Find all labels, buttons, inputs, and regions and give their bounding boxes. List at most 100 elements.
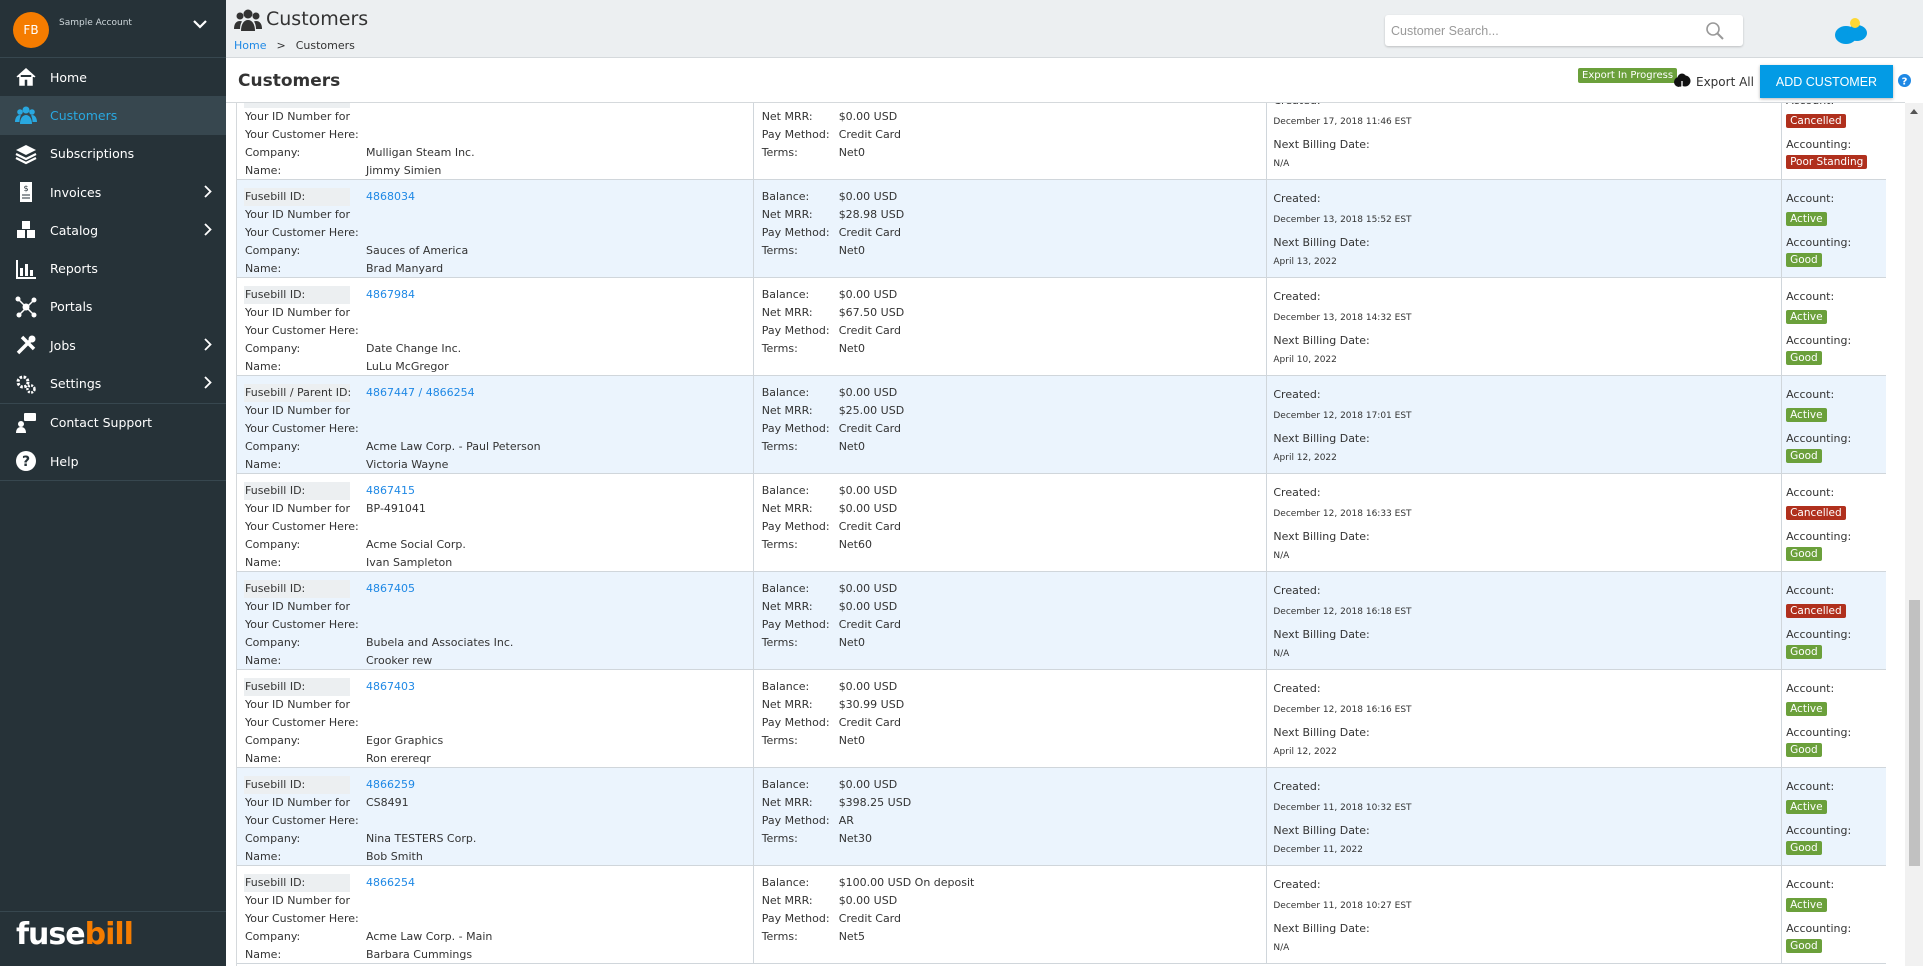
- sidebar-nav: Home Customers Subscriptions $ Invoices Catal…: [0, 58, 226, 482]
- search-icon[interactable]: [1705, 21, 1725, 41]
- created-label: Created:: [1273, 103, 1320, 107]
- fusebill-id-link[interactable]: 4866254: [366, 876, 415, 889]
- customer-row[interactable]: Fusebill ID: 4866254 Your ID Number for You…: [237, 866, 1886, 964]
- field-label: Company:: [245, 636, 301, 649]
- accounting-status-badge: Good: [1786, 645, 1822, 659]
- field-label: Pay Method:: [761, 520, 830, 533]
- field-label: Terms:: [761, 538, 798, 551]
- sidebar-item-help[interactable]: ? Help: [0, 442, 226, 480]
- scrollbar[interactable]: [1905, 103, 1923, 966]
- divider: [0, 911, 226, 912]
- sidebar: FB Sample Account Home Customers Subscript…: [0, 0, 226, 966]
- field-value: Credit Card: [838, 520, 901, 533]
- customer-status: Account: Cancelled Accounting: Good: [1782, 572, 1886, 669]
- customer-dates: Created: December 12, 2018 17:01 EST Next …: [1267, 376, 1783, 473]
- next-billing-label: Next Billing Date:: [1273, 334, 1370, 347]
- field-label: Terms:: [761, 244, 798, 257]
- sidebar-item-jobs[interactable]: Jobs: [0, 326, 226, 364]
- fusebill-id-label: Fusebill ID:: [244, 776, 350, 794]
- scroll-up-arrow[interactable]: [1910, 109, 1918, 114]
- customer-dates: Created: December 17, 2018 11:46 EST Next …: [1267, 103, 1783, 179]
- customer-row[interactable]: Fusebill ID: 4867403 Your ID Number for You…: [237, 670, 1886, 768]
- customer-identity: Fusebill ID: Your ID Number for Your Custo…: [237, 103, 754, 179]
- account-name: Sample Account: [59, 18, 132, 28]
- created-label: Created:: [1273, 682, 1321, 695]
- network-icon: [15, 296, 37, 318]
- field-value: $0.00 USD: [838, 582, 898, 595]
- field-value: $0.00 USD: [838, 190, 898, 203]
- tools-icon: [16, 335, 36, 355]
- search-input[interactable]: [1385, 23, 1705, 38]
- support-icon: [16, 412, 36, 433]
- field-value: Brad Manyard: [366, 262, 444, 275]
- fusebill-id-link[interactable]: 4867984: [366, 288, 415, 301]
- field-value: $0.00 USD: [838, 680, 898, 693]
- field-value: Net60: [838, 538, 872, 551]
- next-billing-label: Next Billing Date:: [1273, 138, 1370, 151]
- add-customer-button[interactable]: ADD CUSTOMER: [1760, 65, 1893, 98]
- fusebill-id-link[interactable]: 4866259: [366, 778, 415, 791]
- sidebar-item-reports[interactable]: Reports: [0, 249, 226, 287]
- sidebar-item-contact-support[interactable]: Contact Support: [0, 404, 226, 442]
- field-label: Pay Method:: [761, 912, 830, 925]
- customer-row[interactable]: Fusebill / Parent ID: 4867447 / 4866254 Yo…: [237, 376, 1886, 474]
- accounting-label: Accounting:: [1786, 726, 1852, 739]
- field-value: Nina TESTERS Corp.: [366, 832, 477, 845]
- breadcrumb-home-link[interactable]: Home: [234, 39, 267, 52]
- field-label: Your ID Number for: [245, 208, 350, 221]
- divider: [0, 402, 226, 404]
- sidebar-item-portals[interactable]: Portals: [0, 288, 226, 326]
- account-status-badge: Cancelled: [1786, 114, 1846, 128]
- field-value: $0.00 USD: [838, 600, 898, 613]
- customer-identity: Fusebill ID: 4866254 Your ID Number for You…: [237, 866, 754, 963]
- field-label: Company:: [245, 832, 301, 845]
- field-value: Crooker rew: [366, 654, 433, 667]
- sidebar-item-label: Home: [50, 69, 87, 85]
- accounting-label: Accounting:: [1786, 824, 1852, 837]
- fusebill-id-link[interactable]: 4867415: [366, 484, 415, 497]
- sidebar-item-label: Portals: [50, 299, 93, 315]
- sidebar-item-home[interactable]: Home: [0, 58, 226, 96]
- field-label: Net MRR:: [761, 110, 813, 123]
- chevron-down-icon[interactable]: [192, 18, 208, 30]
- bar-chart-icon: [16, 259, 36, 279]
- field-value: Ivan Sampleton: [366, 556, 453, 569]
- salesforce-cloud-icon[interactable]: [1833, 16, 1869, 46]
- customer-row[interactable]: Fusebill ID: 4867415 Your ID Number for BP-…: [237, 474, 1886, 572]
- field-label: Net MRR:: [761, 502, 813, 515]
- sidebar-item-settings[interactable]: Settings: [0, 364, 226, 402]
- export-all-button[interactable]: Export All: [1672, 73, 1754, 91]
- sidebar-item-catalog[interactable]: Catalog: [0, 211, 226, 249]
- sidebar-item-subscriptions[interactable]: Subscriptions: [0, 135, 226, 173]
- fusebill-id-link[interactable]: 4868034: [366, 190, 415, 203]
- account-label: Account:: [1786, 780, 1835, 793]
- customer-row[interactable]: Fusebill ID: 4867984 Your ID Number for You…: [237, 278, 1886, 376]
- accounting-label: Accounting:: [1786, 334, 1852, 347]
- fusebill-id-link[interactable]: 4867403: [366, 680, 415, 693]
- toolbar: Customers Export In Progress Export All …: [226, 58, 1911, 103]
- help-icon[interactable]: ?: [1898, 74, 1911, 87]
- fusebill-id-link[interactable]: 4867447 / 4866254: [366, 386, 475, 399]
- created-date: December 12, 2018 16:18 EST: [1273, 607, 1412, 617]
- sidebar-item-customers[interactable]: Customers: [0, 96, 226, 135]
- accounting-status-badge: Good: [1786, 351, 1822, 365]
- account-status-badge: Active: [1786, 408, 1827, 422]
- account-switcher[interactable]: FB Sample Account: [0, 0, 226, 58]
- fusebill-id-link[interactable]: 4867405: [366, 582, 415, 595]
- customer-row[interactable]: Fusebill ID: 4867405 Your ID Number for You…: [237, 572, 1886, 670]
- account-label: Account:: [1786, 682, 1835, 695]
- sidebar-item-label: Customers: [50, 107, 118, 123]
- field-value: Credit Card: [838, 716, 901, 729]
- field-label: Balance:: [761, 386, 810, 399]
- scrollbar-thumb[interactable]: [1909, 600, 1920, 866]
- customer-row[interactable]: Fusebill ID: Your ID Number for Your Custo…: [237, 103, 1886, 180]
- customer-dates: Created: December 12, 2018 16:18 EST Next …: [1267, 572, 1783, 669]
- next-billing-date: N/A: [1273, 159, 1290, 169]
- sidebar-item-invoices[interactable]: $ Invoices: [0, 173, 226, 211]
- account-label: Account:: [1786, 584, 1835, 597]
- field-label: Company:: [245, 930, 301, 943]
- customer-row[interactable]: Fusebill ID: 4866259 Your ID Number for CS8…: [237, 768, 1886, 866]
- customer-row[interactable]: Fusebill ID: 4868034 Your ID Number for You…: [237, 180, 1886, 278]
- field-value: $0.00 USD: [838, 778, 898, 791]
- divider: [0, 480, 226, 482]
